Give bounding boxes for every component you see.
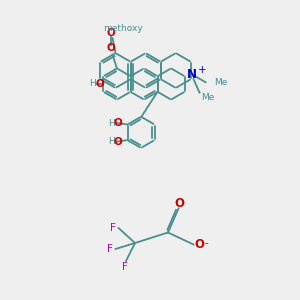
Text: H: H: [108, 137, 114, 146]
Text: +: +: [198, 64, 206, 75]
Text: O: O: [106, 43, 116, 53]
Text: F: F: [122, 262, 128, 272]
Text: F: F: [107, 244, 113, 254]
Text: N: N: [187, 68, 197, 81]
Text: H: H: [89, 80, 95, 88]
Text: O: O: [194, 238, 204, 251]
Text: Me: Me: [201, 93, 214, 102]
Text: methoxy: methoxy: [103, 24, 143, 33]
Text: O: O: [95, 79, 104, 89]
Text: Me: Me: [214, 78, 227, 87]
Text: F: F: [110, 223, 116, 233]
Text: O: O: [113, 118, 122, 128]
Text: H: H: [108, 118, 114, 127]
Text: O: O: [174, 196, 184, 210]
Text: O: O: [106, 28, 116, 38]
Text: O: O: [113, 136, 122, 147]
Text: -: -: [204, 238, 208, 248]
